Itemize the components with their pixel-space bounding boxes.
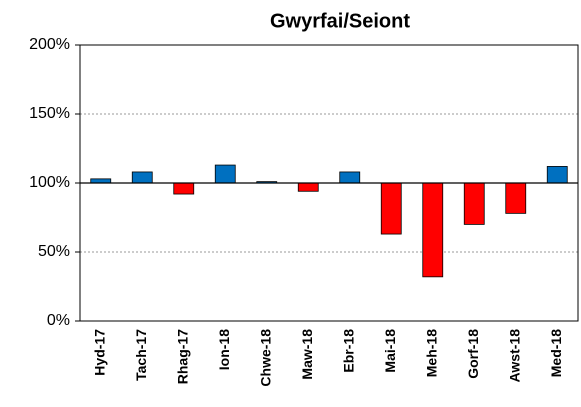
bar — [463, 182, 485, 225]
bar — [422, 182, 444, 278]
chart-title: Gwyrfai/Seiont — [270, 10, 410, 32]
x-tick-label: Ebr-18 — [340, 329, 356, 373]
x-tick-label: Gorf-18 — [465, 329, 481, 379]
x-tick-label: Meh-18 — [423, 329, 439, 377]
bar — [546, 166, 568, 184]
x-tick-label: Tach-17 — [133, 329, 149, 381]
x-tick-label: Awst-18 — [506, 329, 522, 383]
y-tick-label: 200% — [29, 36, 70, 53]
y-tick-label: 100% — [29, 174, 70, 191]
y-tick-label: 150% — [29, 105, 70, 122]
bar — [297, 182, 319, 192]
bar — [505, 182, 527, 214]
bar — [173, 182, 195, 195]
bar — [131, 171, 153, 184]
x-tick-label: Chwe-18 — [257, 329, 273, 387]
bar — [90, 178, 112, 184]
bar — [380, 182, 402, 235]
x-tick-label: Maw-18 — [299, 329, 315, 380]
x-tick-label: Hyd-17 — [91, 329, 107, 376]
y-tick-label: 0% — [47, 312, 70, 329]
bar — [339, 171, 361, 184]
x-tick-label: Rhag-17 — [174, 329, 190, 384]
x-tick-label: Med-18 — [548, 329, 564, 377]
y-tick-label: 50% — [38, 243, 70, 260]
x-tick-label: Mai-18 — [382, 329, 398, 373]
bar — [214, 164, 236, 184]
x-tick-label: Ion-18 — [216, 329, 232, 370]
